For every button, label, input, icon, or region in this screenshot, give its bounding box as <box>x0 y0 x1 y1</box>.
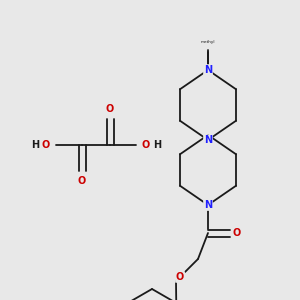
Text: O: O <box>42 140 50 150</box>
Text: N: N <box>204 200 212 210</box>
Text: H: H <box>31 140 39 150</box>
Text: O: O <box>78 176 86 186</box>
Text: O: O <box>176 272 184 282</box>
Text: O: O <box>233 228 241 238</box>
Text: O: O <box>106 104 114 114</box>
Text: N: N <box>204 65 212 75</box>
Text: H: H <box>153 140 161 150</box>
Text: O: O <box>142 140 150 150</box>
Text: methyl: methyl <box>201 40 215 44</box>
Text: N: N <box>204 135 212 145</box>
